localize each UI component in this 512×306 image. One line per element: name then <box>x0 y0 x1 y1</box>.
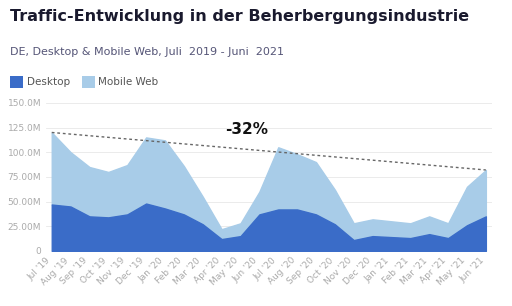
Text: DE, Desktop & Mobile Web, Juli  2019 - Juni  2021: DE, Desktop & Mobile Web, Juli 2019 - Ju… <box>10 47 284 58</box>
Text: Desktop: Desktop <box>27 77 70 87</box>
Text: -32%: -32% <box>225 122 268 137</box>
Text: Mobile Web: Mobile Web <box>98 77 158 87</box>
Text: Traffic-Entwicklung in der Beherbergungsindustrie: Traffic-Entwicklung in der Beherbergungs… <box>10 9 470 24</box>
